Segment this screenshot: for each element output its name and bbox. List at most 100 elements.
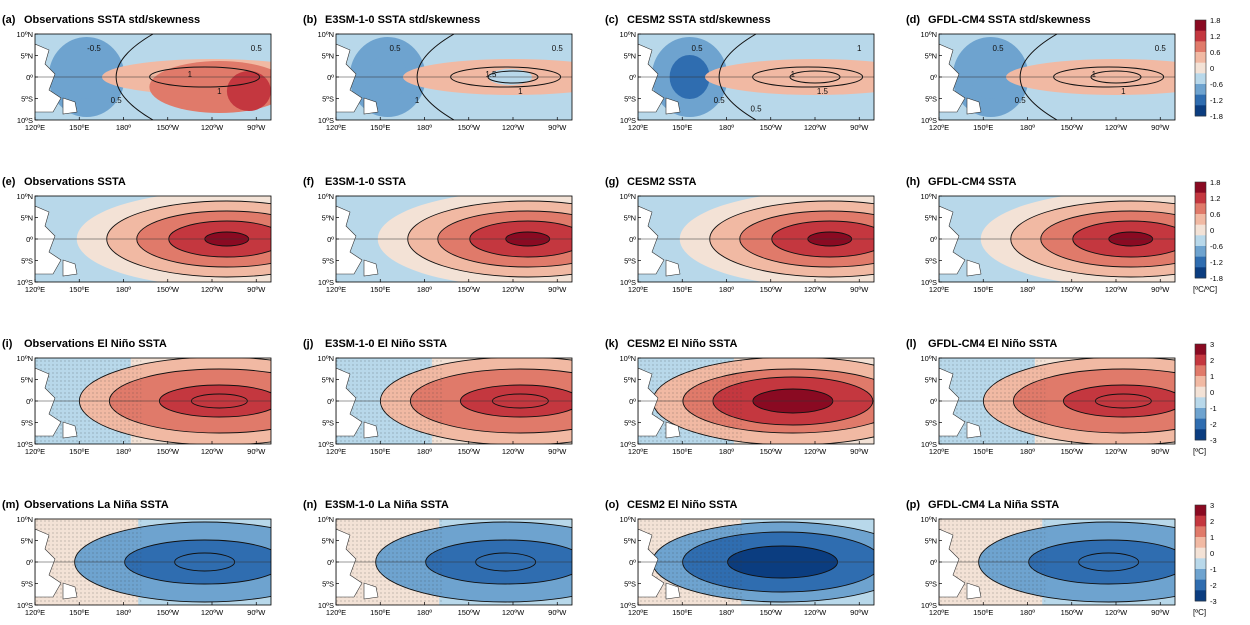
panel-label: (p) xyxy=(906,499,920,511)
x-tick-label: 150ºW xyxy=(1061,608,1084,617)
field: -0.5 0.5 1 1 0.5 xyxy=(35,34,271,120)
x-tick-label: 150ºE xyxy=(370,123,390,132)
x-tick-label: 180º xyxy=(116,123,132,132)
panel: (d) GFDL-CM4 SSTA std/skewness0.50.5110.5… xyxy=(906,14,1176,132)
land-mass xyxy=(939,528,982,600)
land-mass xyxy=(35,43,78,115)
panel-title: GFDL-CM4 SSTA std/skewness xyxy=(928,14,1091,26)
colorbar-swatch xyxy=(1195,558,1206,570)
y-tick-label: 10ºS xyxy=(620,278,636,287)
x-tick-label: 180º xyxy=(116,447,132,456)
land-mass xyxy=(638,43,681,115)
panel-label: (j) xyxy=(303,338,314,350)
y-tick-label: 0º xyxy=(26,558,33,567)
colorbar-tick-label: 1 xyxy=(1210,533,1214,542)
colorbar-tick-label: -3 xyxy=(1210,597,1217,606)
x-tick-label: 180º xyxy=(719,285,735,294)
y-tick-label: 5ºN xyxy=(624,214,636,223)
colorbar-swatch xyxy=(1195,547,1206,559)
y-tick-label: 0º xyxy=(930,235,937,244)
x-tick-label: 120ºW xyxy=(201,123,224,132)
y-tick-label: 10ºS xyxy=(620,601,636,610)
panel: (m) Observations La Niña SSTA 10ºN 5ºN 0º 5ºS… xyxy=(2,499,272,617)
colorbar-swatch xyxy=(1195,105,1206,117)
x-tick-label: 120ºW xyxy=(502,447,525,456)
y-tick-label: 0º xyxy=(629,73,636,82)
x-tick-label: 180º xyxy=(417,447,433,456)
x-tick-label: 120ºW xyxy=(1105,285,1128,294)
panel: (n) E3SM-1-0 La Niña SSTA 10ºN 5ºN 0º 5ºS 10ºS… xyxy=(303,499,573,617)
panel-title: E3SM-1-0 SSTA std/skewness xyxy=(325,14,480,26)
panel-label: (d) xyxy=(906,14,920,26)
x-tick-label: 150ºW xyxy=(1061,285,1084,294)
colorbar-swatch xyxy=(1195,526,1206,538)
field xyxy=(939,519,1175,605)
x-tick-label: 180º xyxy=(719,608,735,617)
colorbar-swatch xyxy=(1195,569,1206,581)
colorbar-swatch xyxy=(1195,376,1206,388)
land-mass xyxy=(939,205,982,277)
x-tick-label: 120ºE xyxy=(628,608,648,617)
x-tick-label: 150ºE xyxy=(370,447,390,456)
y-tick-label: 10ºS xyxy=(921,116,937,125)
x-tick-label: 150ºE xyxy=(69,447,89,456)
y-tick-label: 10ºN xyxy=(318,515,335,524)
x-tick-label: 150ºE xyxy=(370,285,390,294)
colorbar-tick-label: -1 xyxy=(1210,404,1217,413)
x-tick-label: 180º xyxy=(417,123,433,132)
y-tick-label: 5ºS xyxy=(925,419,937,428)
colorbar-swatch xyxy=(1195,515,1206,527)
panel-label: (o) xyxy=(605,499,619,511)
panel-label: (b) xyxy=(303,14,317,26)
panel-title: GFDL-CM4 La Niña SSTA xyxy=(928,499,1059,511)
x-tick-label: 150ºW xyxy=(157,285,180,294)
panel-title: CESM2 El Niño SSTA xyxy=(627,499,737,511)
x-tick-label: 120ºE xyxy=(929,123,949,132)
panel: (o) CESM2 El Niño SSTA10ºN5ºN0º5ºS10ºS120… xyxy=(605,499,875,617)
x-tick-label: 180º xyxy=(1020,447,1036,456)
colorbar-swatch xyxy=(1195,386,1206,398)
land-mass xyxy=(638,205,681,277)
y-tick-label: 5ºN xyxy=(925,52,937,61)
contour-label: 0.5 xyxy=(750,104,762,113)
contour-label: -0.5 xyxy=(87,44,101,53)
y-tick-label: 5ºS xyxy=(21,419,33,428)
y-tick-label: 5ºN xyxy=(925,537,937,546)
y-tick-label: 10ºN xyxy=(921,515,938,524)
contour-label: 0.5 xyxy=(714,96,726,105)
y-tick-label: 5ºS xyxy=(322,95,334,104)
contour-label: 1 xyxy=(217,87,222,96)
colorbar-tick-label: -1.2 xyxy=(1210,258,1223,267)
x-tick-label: 90ºW xyxy=(548,447,567,456)
x-tick-label: 150ºE xyxy=(973,608,993,617)
field xyxy=(638,196,874,282)
colorbar-tick-label: -1.8 xyxy=(1210,274,1223,283)
colorbar-swatch xyxy=(1195,192,1206,204)
colorbar-swatch xyxy=(1195,30,1206,42)
y-tick-label: 10ºS xyxy=(17,440,33,449)
y-tick-label: 5ºN xyxy=(21,214,33,223)
x-tick-label: 120ºE xyxy=(628,285,648,294)
y-tick-label: 5ºN xyxy=(925,214,937,223)
x-tick-label: 90ºW xyxy=(548,285,567,294)
y-tick-label: 5ºS xyxy=(21,95,33,104)
colorbar-swatch xyxy=(1195,365,1206,377)
x-tick-label: 120ºW xyxy=(201,447,224,456)
colorbar-swatch xyxy=(1195,235,1206,247)
colorbar-swatch xyxy=(1195,246,1206,258)
x-tick-label: 90ºW xyxy=(548,608,567,617)
y-tick-label: 0º xyxy=(629,235,636,244)
x-tick-label: 120ºW xyxy=(1105,123,1128,132)
contour-label: 1.5 xyxy=(485,70,497,79)
panel-label: (f) xyxy=(303,176,314,188)
x-tick-label: 120ºE xyxy=(326,285,346,294)
x-tick-label: 180º xyxy=(1020,285,1036,294)
panel-title: Observations SSTA std/skewness xyxy=(24,14,200,26)
y-tick-label: 5ºS xyxy=(21,580,33,589)
y-tick-label: 10ºN xyxy=(921,354,938,363)
x-tick-label: 120ºW xyxy=(502,123,525,132)
x-tick-label: 180º xyxy=(116,608,132,617)
contour-label: 0.5 xyxy=(992,44,1004,53)
contour-label: 0.5 xyxy=(389,44,401,53)
